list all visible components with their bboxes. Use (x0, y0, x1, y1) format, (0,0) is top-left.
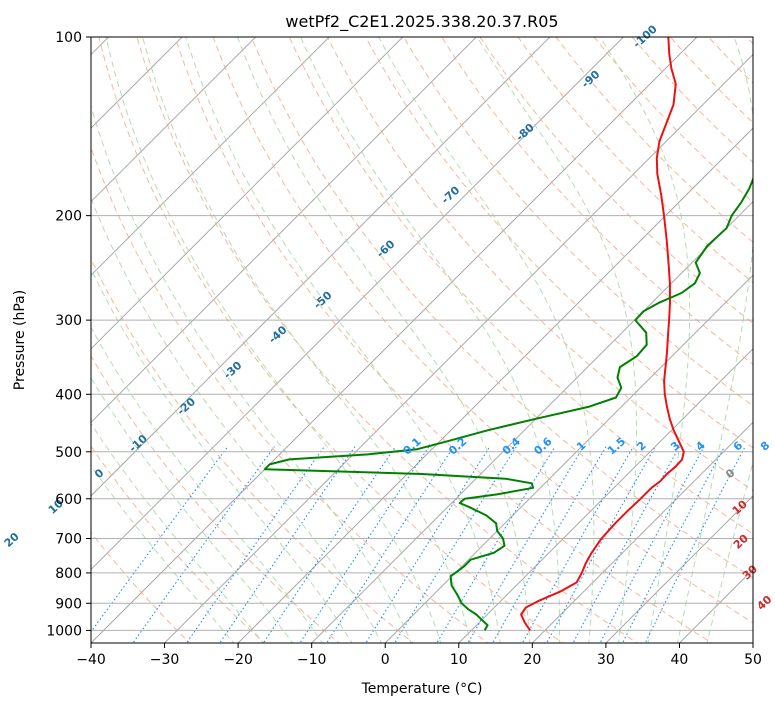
x-tick-label: 10 (450, 652, 468, 668)
y-tick-label: 800 (55, 566, 82, 582)
mixing-ratio-line (365, 446, 491, 643)
mixing-ratio-line (262, 446, 396, 643)
dry-adiabat-line (326, 37, 753, 492)
x-tick-label: 20 (523, 652, 541, 668)
isotherm-line (91, 37, 478, 424)
x-tick-label: −40 (76, 652, 106, 668)
temperature-line (520, 37, 685, 631)
isotherm-line (310, 200, 753, 643)
x-tick-label: 0 (381, 652, 390, 668)
x-axis-label: Temperature (°C) (361, 681, 483, 697)
isotherm-line (605, 495, 753, 643)
y-tick-label: 200 (55, 209, 82, 225)
mixing-ratio-line (132, 446, 275, 643)
y-tick-label: 700 (55, 532, 82, 548)
dry-adiabat-line (288, 37, 753, 535)
y-tick-label: 900 (55, 596, 82, 612)
x-tick-label: 50 (744, 652, 762, 668)
dewpoint-line (263, 176, 753, 631)
moist-adiabat-line (91, 464, 235, 643)
isotherm-line (91, 37, 625, 571)
isotherm-line (237, 127, 753, 643)
x-tick-label: 40 (671, 652, 689, 668)
isotherm-line (91, 37, 404, 350)
moist-adiabat-line (91, 422, 264, 643)
y-tick-label: 600 (55, 492, 82, 508)
x-tick-label: −10 (297, 652, 327, 668)
sounding-series (263, 37, 753, 631)
mixing-ratio-line (599, 446, 705, 643)
mixing-ratio-line (185, 446, 325, 643)
isotherm-line (531, 421, 753, 643)
mixing-ratio-line (621, 446, 725, 643)
isotherm-line (91, 37, 257, 203)
mixing-ratio-line (467, 446, 584, 643)
y-tick-label: 500 (55, 445, 82, 461)
y-tick-label: 100 (55, 30, 82, 46)
plot-frame (90, 36, 754, 644)
dry-adiabat-line (91, 257, 415, 643)
x-axis-ticks: −40 −30 −20 −10 0 10 20 30 40 50 (76, 643, 762, 668)
y-tick-label: 400 (55, 387, 82, 403)
mixing-ratio-line (492, 446, 607, 643)
isotherm-line (163, 53, 753, 643)
isotherm-line (91, 37, 698, 643)
isotherm-line (458, 348, 753, 643)
y-tick-label: 1000 (46, 623, 82, 639)
mixing-ratio-line (394, 446, 517, 643)
isotherm-line (91, 37, 183, 129)
mixing-ratio-line (521, 446, 634, 643)
x-tick-label: −20 (223, 652, 253, 668)
chart-title: wetPf2_C2E1.2025.338.20.37.R05 (285, 12, 558, 32)
dry-adiabat-line (91, 146, 489, 643)
pressure-gridlines (91, 37, 753, 631)
y-tick-label: 300 (55, 313, 82, 329)
dry-adiabat-line (250, 37, 753, 579)
x-tick-label: 30 (597, 652, 615, 668)
moist-adiabat-line (91, 197, 383, 643)
y-axis-label: Pressure (hPa) (12, 290, 28, 390)
mixing-ratio-line (326, 446, 455, 643)
x-tick-label: −30 (150, 652, 180, 668)
y-axis-ticks: 1000 900 800 700 600 500 400 300 200 100 (46, 30, 91, 639)
isotherm-line (91, 37, 551, 497)
dry-adiabat-line (365, 37, 753, 449)
mixing-ratio-line (219, 446, 356, 643)
isotherm-line (384, 274, 753, 643)
mixing-ratio-line (299, 446, 430, 643)
moist-adiabat-line (91, 376, 294, 643)
isotherm-line (91, 37, 330, 276)
